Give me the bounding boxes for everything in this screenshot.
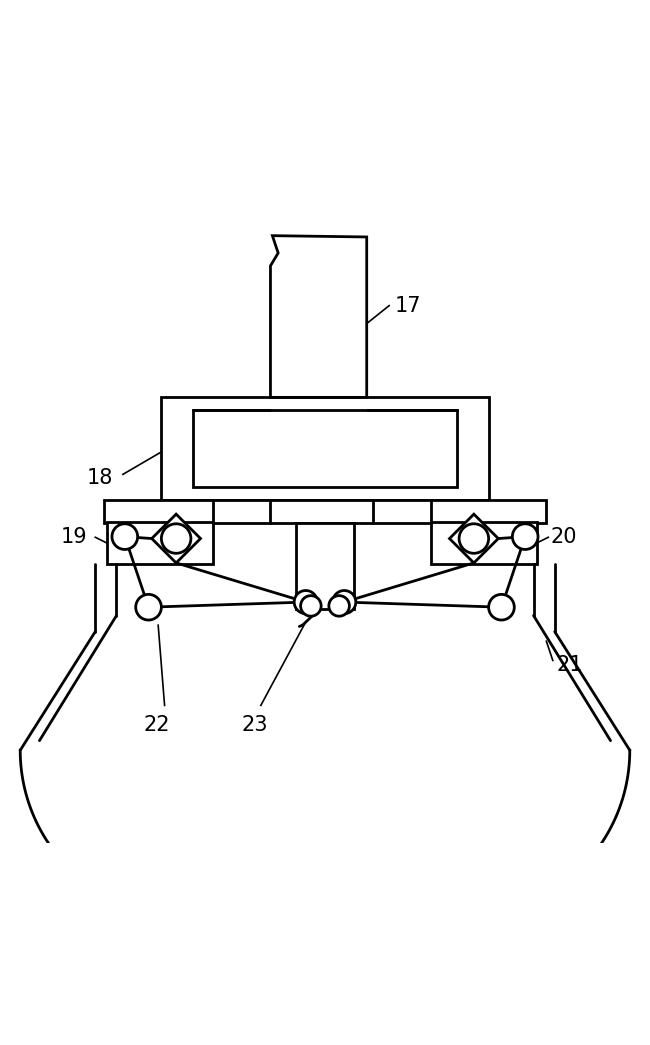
Circle shape — [112, 524, 138, 550]
Bar — [103, 501, 547, 522]
Bar — [161, 397, 489, 501]
Circle shape — [329, 596, 350, 617]
Text: 19: 19 — [61, 528, 88, 548]
Circle shape — [161, 524, 191, 553]
Polygon shape — [450, 514, 499, 563]
Text: 20: 20 — [551, 528, 577, 548]
Circle shape — [512, 524, 538, 550]
Polygon shape — [151, 514, 200, 563]
Text: 18: 18 — [87, 467, 113, 488]
Bar — [296, 522, 354, 609]
Circle shape — [294, 590, 317, 613]
Circle shape — [136, 595, 161, 620]
Text: 17: 17 — [395, 296, 421, 316]
Bar — [107, 522, 213, 564]
Text: 23: 23 — [241, 715, 268, 735]
Circle shape — [333, 590, 356, 613]
Circle shape — [489, 595, 514, 620]
Circle shape — [300, 596, 321, 617]
Text: 22: 22 — [144, 715, 170, 735]
Bar — [194, 411, 456, 487]
Bar — [431, 522, 537, 564]
Circle shape — [459, 524, 489, 553]
Text: 21: 21 — [556, 655, 582, 675]
Polygon shape — [270, 236, 367, 397]
